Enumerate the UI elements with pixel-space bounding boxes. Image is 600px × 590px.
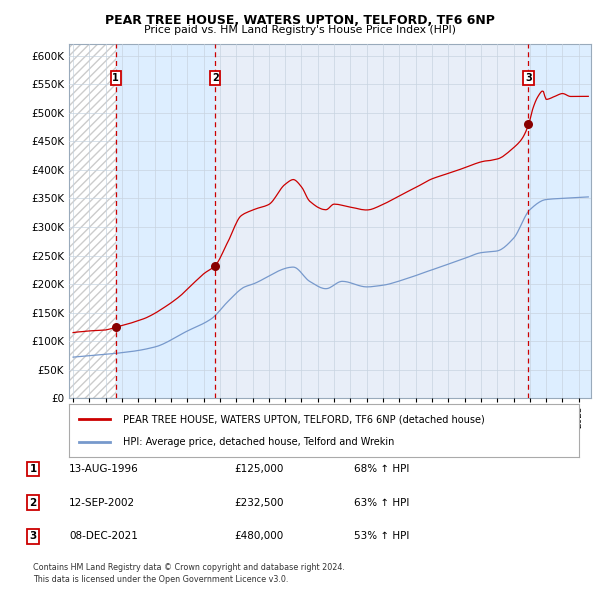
Text: 63% ↑ HPI: 63% ↑ HPI bbox=[354, 498, 409, 507]
Text: This data is licensed under the Open Government Licence v3.0.: This data is licensed under the Open Gov… bbox=[33, 575, 289, 584]
Text: £125,000: £125,000 bbox=[234, 464, 283, 474]
Text: 3: 3 bbox=[29, 532, 37, 541]
Text: 1: 1 bbox=[112, 73, 119, 83]
Text: 13-AUG-1996: 13-AUG-1996 bbox=[69, 464, 139, 474]
Text: Price paid vs. HM Land Registry's House Price Index (HPI): Price paid vs. HM Land Registry's House … bbox=[144, 25, 456, 35]
Text: 68% ↑ HPI: 68% ↑ HPI bbox=[354, 464, 409, 474]
Bar bbox=[529, 44, 591, 398]
Text: Contains HM Land Registry data © Crown copyright and database right 2024.: Contains HM Land Registry data © Crown c… bbox=[33, 563, 345, 572]
Text: 53% ↑ HPI: 53% ↑ HPI bbox=[354, 532, 409, 541]
Text: £480,000: £480,000 bbox=[234, 532, 283, 541]
Text: 3: 3 bbox=[525, 73, 532, 83]
Text: PEAR TREE HOUSE, WATERS UPTON, TELFORD, TF6 6NP (detached house): PEAR TREE HOUSE, WATERS UPTON, TELFORD, … bbox=[122, 414, 484, 424]
Text: HPI: Average price, detached house, Telford and Wrekin: HPI: Average price, detached house, Telf… bbox=[122, 437, 394, 447]
Text: PEAR TREE HOUSE, WATERS UPTON, TELFORD, TF6 6NP: PEAR TREE HOUSE, WATERS UPTON, TELFORD, … bbox=[105, 14, 495, 27]
Text: 1: 1 bbox=[29, 464, 37, 474]
Bar bbox=[116, 44, 215, 398]
Text: 2: 2 bbox=[212, 73, 218, 83]
Text: 12-SEP-2002: 12-SEP-2002 bbox=[69, 498, 135, 507]
Text: 08-DEC-2021: 08-DEC-2021 bbox=[69, 532, 138, 541]
Text: 2: 2 bbox=[29, 498, 37, 507]
Text: £232,500: £232,500 bbox=[234, 498, 284, 507]
Bar bbox=[69, 44, 116, 398]
